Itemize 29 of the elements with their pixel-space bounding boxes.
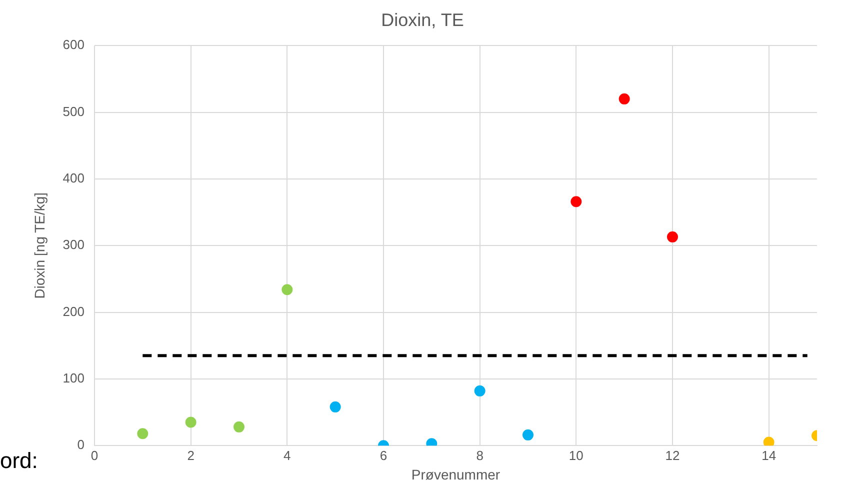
y-tick-label: 300 [62,237,84,252]
y-tick-label: 0 [77,437,84,452]
y-tick-label: 600 [62,37,84,52]
point [185,416,196,428]
point [667,231,678,242]
point [618,93,630,104]
x-tick-label: 0 [90,448,98,463]
chart-title: Dioxin, TE [381,10,464,30]
y-tick-label: 500 [62,104,84,119]
point [522,429,534,440]
point [330,401,341,412]
y-tick-label: 400 [62,170,84,186]
x-tick-label: 8 [476,448,484,463]
point [474,385,486,396]
y-tick-label: 100 [62,370,84,386]
point [570,196,582,208]
point [137,428,148,440]
text: ord: [0,448,38,474]
y-tick-label: 200 [62,304,84,319]
x-tick-label: 2 [187,448,194,463]
x-axis-title: Prøvenummer [411,466,500,482]
x-tick-label: 10 [568,448,584,463]
x-tick-label: 14 [762,448,776,463]
y-axis-title: Dioxin [ng TE/kg] [31,192,48,299]
x-tick-label: 6 [380,448,388,463]
point [233,421,244,432]
x-tick-label: 12 [665,448,680,463]
x-tick-label: 4 [284,448,291,463]
point [282,284,293,296]
